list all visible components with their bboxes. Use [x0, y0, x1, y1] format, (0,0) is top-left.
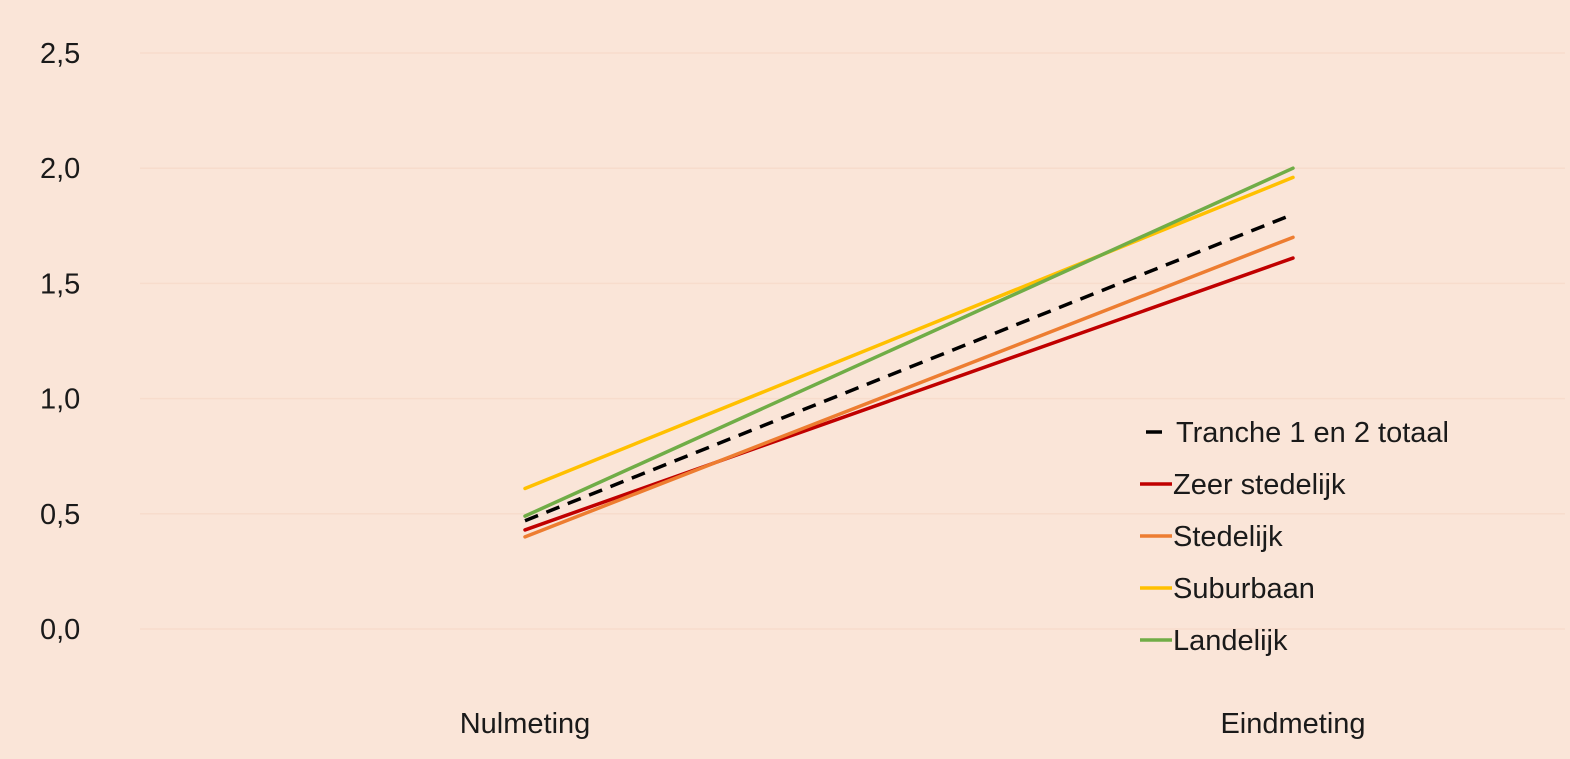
legend-label: Stedelijk — [1173, 521, 1283, 553]
legend-label: Tranche 1 en 2 totaal — [1176, 417, 1449, 449]
x-axis-tick-labels: Nulmeting Eindmeting — [460, 708, 1366, 740]
x-tick-label: Nulmeting — [460, 708, 591, 740]
legend-label: Zeer stedelijk — [1173, 469, 1346, 501]
y-tick-label: 0,5 — [40, 499, 80, 531]
legend-label: Suburbaan — [1173, 573, 1315, 605]
series-line — [523, 175, 1295, 491]
y-tick-label: 2,5 — [40, 38, 80, 70]
y-axis-tick-labels: 0,0 0,5 1,0 1,5 2,0 2,5 — [40, 38, 80, 646]
series-lines — [523, 166, 1295, 539]
y-tick-label: 2,0 — [40, 153, 80, 185]
legend-label: Landelijk — [1173, 625, 1288, 657]
y-tick-label: 1,5 — [40, 268, 80, 300]
series-line — [523, 166, 1295, 518]
gridlines — [140, 52, 1565, 630]
x-tick-label: Eindmeting — [1220, 708, 1365, 740]
series-line — [523, 256, 1295, 532]
y-tick-label: 1,0 — [40, 384, 80, 416]
y-tick-label: 0,0 — [40, 614, 80, 646]
series-line — [523, 235, 1295, 539]
legend: Tranche 1 en 2 totaal Zeer stedelijk Stede… — [1140, 417, 1449, 657]
